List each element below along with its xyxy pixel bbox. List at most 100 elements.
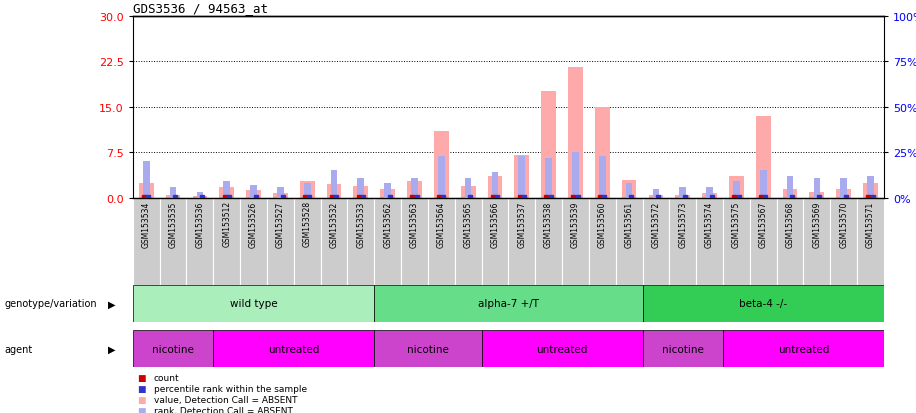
Bar bbox=[331, 171, 337, 198]
Bar bbox=[300, 181, 314, 198]
Text: ▶: ▶ bbox=[108, 344, 115, 354]
Text: GSM153535: GSM153535 bbox=[169, 201, 178, 247]
Text: agent: agent bbox=[5, 344, 33, 354]
Bar bbox=[375, 198, 401, 285]
Bar bbox=[777, 198, 803, 285]
Bar bbox=[703, 193, 717, 198]
Bar bbox=[407, 181, 422, 198]
Text: alpha-7 +/T: alpha-7 +/T bbox=[478, 299, 539, 309]
Bar bbox=[347, 198, 375, 285]
Bar bbox=[706, 188, 713, 198]
Bar bbox=[599, 157, 605, 198]
Bar bbox=[487, 177, 502, 198]
Bar bbox=[139, 183, 154, 198]
Text: value, Detection Call = ABSENT: value, Detection Call = ABSENT bbox=[154, 395, 298, 404]
Bar bbox=[213, 198, 240, 285]
Bar bbox=[454, 198, 482, 285]
Text: GSM153538: GSM153538 bbox=[544, 201, 553, 247]
Bar bbox=[385, 184, 391, 198]
Bar bbox=[696, 198, 723, 285]
Text: GSM153561: GSM153561 bbox=[625, 201, 634, 247]
Bar bbox=[354, 186, 368, 198]
Bar bbox=[143, 162, 149, 198]
Bar bbox=[250, 185, 256, 198]
Bar bbox=[857, 198, 884, 285]
Bar bbox=[626, 184, 632, 198]
Bar bbox=[750, 198, 777, 285]
Bar bbox=[733, 182, 740, 198]
Bar bbox=[810, 192, 824, 198]
Bar bbox=[787, 176, 793, 198]
Bar bbox=[867, 176, 874, 198]
Text: GSM153570: GSM153570 bbox=[839, 201, 848, 247]
Bar bbox=[642, 285, 884, 322]
Bar bbox=[240, 198, 267, 285]
Bar bbox=[219, 188, 234, 198]
Bar bbox=[166, 195, 180, 198]
Bar bbox=[515, 156, 529, 198]
Text: GSM153536: GSM153536 bbox=[195, 201, 204, 247]
Text: nicotine: nicotine bbox=[407, 344, 449, 354]
Text: GSM153563: GSM153563 bbox=[410, 201, 419, 247]
Bar bbox=[535, 198, 562, 285]
Text: GSM153566: GSM153566 bbox=[490, 201, 499, 247]
Bar bbox=[482, 198, 508, 285]
Text: ■: ■ bbox=[137, 406, 146, 413]
Text: GSM153565: GSM153565 bbox=[463, 201, 473, 247]
Text: ■: ■ bbox=[137, 373, 146, 382]
Text: GDS3536 / 94563_at: GDS3536 / 94563_at bbox=[133, 2, 267, 15]
Text: GSM153512: GSM153512 bbox=[223, 201, 231, 247]
Text: GSM153572: GSM153572 bbox=[651, 201, 660, 247]
Bar bbox=[616, 198, 642, 285]
Bar bbox=[169, 188, 177, 198]
Bar bbox=[649, 195, 663, 198]
Text: GSM153573: GSM153573 bbox=[678, 201, 687, 247]
Text: GSM153575: GSM153575 bbox=[732, 201, 741, 247]
Text: ▶: ▶ bbox=[108, 299, 115, 309]
Bar bbox=[267, 198, 294, 285]
Text: nicotine: nicotine bbox=[152, 344, 194, 354]
Bar bbox=[428, 198, 454, 285]
Bar bbox=[159, 198, 187, 285]
Bar bbox=[464, 178, 472, 198]
Bar bbox=[568, 68, 583, 198]
Text: GSM153533: GSM153533 bbox=[356, 201, 365, 247]
Bar bbox=[434, 132, 449, 198]
Bar bbox=[438, 157, 444, 198]
Bar bbox=[197, 193, 203, 198]
Bar bbox=[133, 285, 375, 322]
Text: ■: ■ bbox=[137, 395, 146, 404]
Text: GSM153574: GSM153574 bbox=[705, 201, 714, 247]
Text: GSM153528: GSM153528 bbox=[302, 201, 311, 247]
Bar bbox=[545, 158, 552, 198]
Bar bbox=[642, 330, 723, 368]
Text: GSM153526: GSM153526 bbox=[249, 201, 258, 247]
Text: wild type: wild type bbox=[230, 299, 278, 309]
Bar bbox=[327, 185, 342, 198]
Bar bbox=[375, 330, 482, 368]
Text: GSM153534: GSM153534 bbox=[142, 201, 151, 247]
Text: GSM153527: GSM153527 bbox=[276, 201, 285, 247]
Bar bbox=[622, 180, 637, 198]
Bar bbox=[133, 330, 213, 368]
Bar bbox=[482, 330, 642, 368]
Bar bbox=[680, 188, 686, 198]
Bar bbox=[321, 198, 347, 285]
Bar bbox=[277, 188, 284, 198]
Bar bbox=[133, 198, 159, 285]
Text: untreated: untreated bbox=[778, 344, 829, 354]
Bar bbox=[723, 330, 884, 368]
Bar bbox=[246, 191, 261, 198]
Text: nicotine: nicotine bbox=[661, 344, 703, 354]
Text: untreated: untreated bbox=[537, 344, 588, 354]
Bar bbox=[782, 189, 798, 198]
Bar bbox=[357, 178, 365, 198]
Bar bbox=[411, 178, 418, 198]
Bar bbox=[863, 183, 878, 198]
Bar bbox=[572, 153, 579, 198]
Bar bbox=[760, 171, 767, 198]
Bar bbox=[213, 330, 375, 368]
Text: count: count bbox=[154, 373, 180, 382]
Bar bbox=[652, 189, 660, 198]
Bar bbox=[562, 198, 589, 285]
